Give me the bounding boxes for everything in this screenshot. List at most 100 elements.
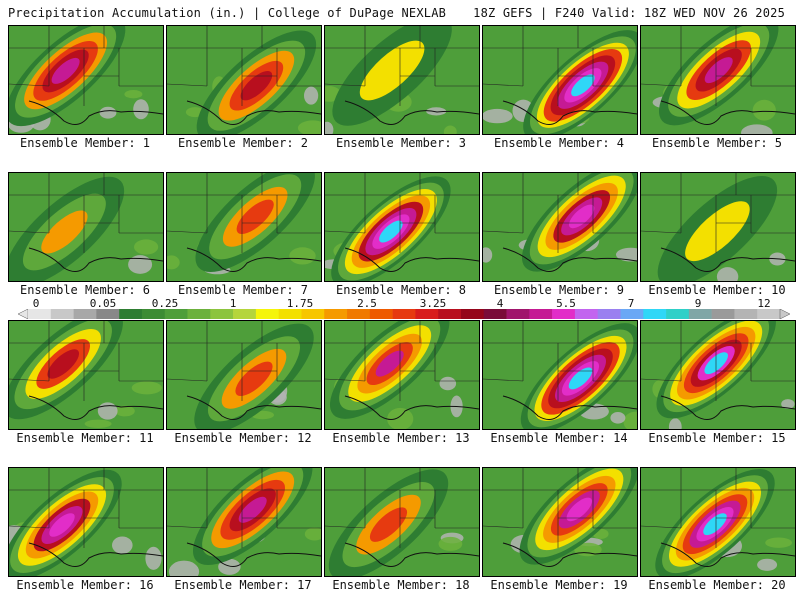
member-label: Ensemble Member: 2	[177, 136, 309, 150]
member-map-panel	[640, 467, 796, 577]
colorbar-tick-label: 0.25	[151, 297, 179, 310]
colorbar-swatch	[141, 309, 166, 319]
precip-map	[483, 321, 637, 429]
member-label: Ensemble Member: 8	[335, 283, 467, 297]
colorbar-swatch	[438, 309, 462, 319]
member-map-panel	[166, 172, 322, 282]
colorbar-swatch	[483, 309, 507, 319]
header-valid-time: 18Z GEFS | F240 Valid: 18Z WED NOV 26 20…	[473, 6, 785, 20]
colorbar-swatch	[711, 309, 735, 319]
member-label: Ensemble Member: 11	[16, 431, 154, 445]
colorbar-tick-label: 12	[757, 297, 771, 310]
colorbar-swatch	[506, 309, 530, 319]
colorbar-tick-label: 3.25	[419, 297, 447, 310]
colorbar-swatch	[28, 309, 52, 319]
member-label: Ensemble Member: 3	[335, 136, 467, 150]
precip-map	[641, 468, 795, 576]
precip-map	[325, 173, 479, 281]
colorbar-tick-label: 0.05	[89, 297, 117, 310]
colorbar-tick-label: 1.75	[286, 297, 314, 310]
member-map-panel	[166, 25, 322, 135]
precip-map	[325, 468, 479, 576]
member-map-panel	[324, 172, 480, 282]
precip-map	[167, 173, 321, 281]
member-map-panel	[482, 172, 638, 282]
member-map-panel	[324, 25, 480, 135]
precip-map	[167, 321, 321, 429]
colorbar-swatch	[369, 309, 393, 319]
colorbar-swatch	[392, 309, 416, 319]
precip-map	[9, 468, 163, 576]
colorbar	[18, 309, 790, 319]
colorbar-tick-label: 5.5	[556, 297, 576, 310]
member-label: Ensemble Member: 14	[490, 431, 628, 445]
colorbar-swatch	[96, 309, 120, 319]
colorbar-swatch	[460, 309, 485, 319]
colorbar-swatch	[734, 309, 758, 319]
colorbar-swatch	[255, 309, 279, 319]
precip-map	[9, 26, 163, 134]
precip-map	[483, 173, 637, 281]
colorbar-swatch	[597, 309, 621, 319]
member-label: Ensemble Member: 5	[651, 136, 783, 150]
precip-map	[9, 173, 163, 281]
member-label: Ensemble Member: 15	[648, 431, 786, 445]
colorbar-swatch	[187, 309, 211, 319]
colorbar-swatch	[415, 309, 439, 319]
member-label: Ensemble Member: 18	[332, 578, 470, 592]
colorbar-swatch	[301, 309, 325, 319]
member-map-panel	[8, 467, 164, 577]
colorbar-tick-label: 1	[229, 297, 237, 310]
colorbar-tick-label: 9	[694, 297, 702, 310]
member-label: Ensemble Member: 13	[332, 431, 470, 445]
colorbar-swatch	[643, 309, 667, 319]
colorbar-tick-labels: 0 0.05 0.25 1 1.75 2.5 3.25 4 5.5 7 9 12	[0, 297, 800, 311]
member-label: Ensemble Member: 10	[648, 283, 786, 297]
colorbar-swatch	[529, 309, 553, 319]
precip-map	[641, 26, 795, 134]
colorbar-swatch	[757, 309, 781, 319]
colorbar-swatch	[210, 309, 234, 319]
colorbar-swatch	[620, 309, 644, 319]
colorbar-tick-label: 4	[496, 297, 504, 310]
member-map-panel	[166, 320, 322, 430]
member-map-panel	[640, 25, 796, 135]
colorbar-tick-label: 7	[627, 297, 635, 310]
colorbar-swatch	[688, 309, 712, 319]
member-label: Ensemble Member: 4	[493, 136, 625, 150]
member-map-panel	[482, 25, 638, 135]
member-label: Ensemble Member: 17	[174, 578, 312, 592]
colorbar-swatch	[666, 309, 690, 319]
precip-map	[325, 321, 479, 429]
precip-map	[167, 26, 321, 134]
member-map-panel	[640, 172, 796, 282]
colorbar-swatch	[347, 309, 371, 319]
precip-map	[167, 468, 321, 576]
member-label: Ensemble Member: 7	[177, 283, 309, 297]
precip-map	[9, 321, 163, 429]
colorbar-swatch	[50, 309, 74, 319]
header-title: Precipitation Accumulation (in.) | Colle…	[8, 6, 447, 20]
member-map-panel	[640, 320, 796, 430]
member-map-panel	[482, 467, 638, 577]
member-label: Ensemble Member: 20	[648, 578, 786, 592]
member-label: Ensemble Member: 12	[174, 431, 312, 445]
member-label: Ensemble Member: 6	[19, 283, 151, 297]
precip-map	[641, 321, 795, 429]
precip-map	[483, 468, 637, 576]
colorbar-swatch	[552, 309, 576, 319]
colorbar-tick-label: 2.5	[357, 297, 377, 310]
member-map-panel	[324, 320, 480, 430]
member-map-panel	[482, 320, 638, 430]
member-map-panel	[8, 320, 164, 430]
colorbar-swatch	[233, 309, 257, 319]
colorbar-tick-label: 0	[32, 297, 40, 310]
colorbar-swatch	[574, 309, 598, 319]
member-map-panel	[166, 467, 322, 577]
member-label: Ensemble Member: 1	[19, 136, 151, 150]
precip-map	[483, 26, 637, 134]
member-label: Ensemble Member: 19	[490, 578, 628, 592]
colorbar-swatch	[119, 309, 143, 319]
member-map-panel	[8, 25, 164, 135]
precip-map	[641, 173, 795, 281]
